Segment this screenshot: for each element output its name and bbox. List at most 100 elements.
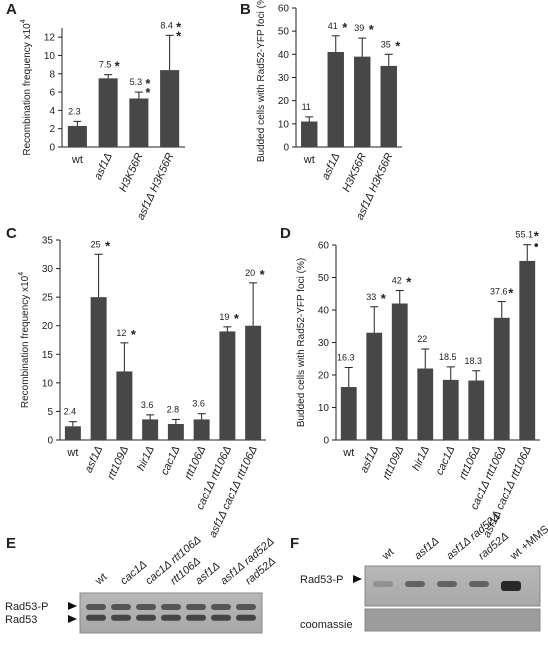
y-axis-label: Recombination frequency x104 bbox=[20, 19, 33, 155]
y-tick-label: 30 bbox=[42, 264, 54, 275]
significance-mark: * bbox=[395, 38, 401, 53]
y-axis-label-text: Budded cells with Rad52-YFP foci (%) bbox=[296, 258, 307, 427]
y-axis-label-text: Budded cells with Rad52-YFP foci (%) bbox=[256, 0, 267, 162]
panel-letter: A bbox=[6, 1, 17, 18]
y-axis-label: Budded cells with Rad52-YFP foci (%) bbox=[256, 0, 267, 162]
blot-image bbox=[364, 608, 541, 632]
significance-mark: * bbox=[260, 267, 266, 282]
bar bbox=[219, 331, 236, 440]
panel-letter: D bbox=[280, 225, 291, 242]
bar bbox=[354, 56, 371, 147]
blot-band bbox=[186, 604, 206, 610]
blot-image bbox=[79, 592, 263, 634]
x-tick-label: asf1Δ bbox=[358, 444, 381, 475]
panel-letter: E bbox=[6, 535, 16, 552]
bar bbox=[98, 78, 118, 147]
y-tick-label: 10 bbox=[278, 119, 290, 130]
lane-label: cac1Δ bbox=[118, 558, 149, 587]
significance-mark: * bbox=[115, 59, 121, 74]
y-axis-label: Budded cells with Rad52-YFP foci (%) bbox=[296, 258, 307, 427]
data-label: 41 bbox=[328, 21, 338, 31]
blot-band bbox=[236, 604, 256, 610]
x-tick-label: wt bbox=[71, 154, 83, 166]
y-tick-label: 40 bbox=[278, 50, 290, 61]
x-tick-label: cac1Δ bbox=[159, 444, 183, 477]
bar bbox=[391, 303, 408, 440]
y-tick-label: 10 bbox=[42, 378, 54, 389]
y-tick-label: 10 bbox=[318, 403, 330, 414]
x-tick-label: wt bbox=[342, 447, 354, 459]
data-label: 3.6 bbox=[192, 399, 205, 409]
bar bbox=[142, 419, 159, 440]
x-tick-label: wt bbox=[303, 154, 315, 166]
y-tick-label: 20 bbox=[318, 371, 330, 382]
x-tick-label: asf1Δ bbox=[92, 151, 115, 182]
bar bbox=[193, 419, 210, 440]
data-label: 12 bbox=[116, 328, 126, 338]
y-axis-label-exponent: 4 bbox=[18, 272, 25, 276]
y-axis-label-text: Recombination frequency x10 bbox=[22, 23, 33, 156]
blot-band bbox=[161, 614, 181, 621]
y-axis-label-text: Recombination frequency x10 bbox=[20, 275, 31, 408]
y-tick-label: 50 bbox=[318, 273, 330, 284]
data-label: 2.3 bbox=[68, 106, 81, 116]
y-tick-label: 30 bbox=[318, 338, 330, 349]
data-label: 3.6 bbox=[141, 400, 154, 410]
bar bbox=[366, 332, 383, 440]
blot-band bbox=[405, 581, 425, 587]
bar bbox=[493, 317, 510, 440]
data-label: 2.8 bbox=[167, 404, 180, 414]
blot-band bbox=[136, 614, 156, 621]
data-label: 55.1 bbox=[515, 230, 533, 240]
bar bbox=[417, 368, 434, 440]
x-tick-label: asf1Δ cac1Δ rtt106Δ bbox=[207, 444, 260, 539]
bar bbox=[301, 121, 318, 147]
bar bbox=[167, 424, 184, 440]
y-tick-label: 60 bbox=[318, 241, 330, 252]
y-tick-label: 10 bbox=[44, 51, 56, 62]
bar bbox=[67, 125, 87, 147]
data-label: 33 bbox=[366, 292, 376, 302]
y-tick-label: 30 bbox=[278, 73, 290, 84]
y-tick-label: 5 bbox=[47, 407, 53, 418]
data-label: 19 bbox=[219, 312, 229, 322]
blot-band bbox=[236, 614, 256, 621]
y-tick-label: 0 bbox=[49, 143, 55, 154]
significance-mark: * bbox=[406, 275, 412, 290]
x-tick-label: asf1Δ bbox=[320, 151, 343, 182]
y-tick-label: 50 bbox=[278, 27, 290, 38]
y-tick-label: 4 bbox=[49, 106, 55, 117]
lane-label: wt bbox=[92, 571, 109, 588]
data-label: 42 bbox=[392, 276, 402, 286]
y-tick-label: 0 bbox=[283, 143, 289, 154]
blot-band bbox=[211, 614, 231, 621]
data-label: 18.3 bbox=[464, 356, 482, 366]
data-label: 5.3 bbox=[130, 77, 143, 87]
data-label: 11 bbox=[302, 102, 311, 112]
data-label: 18.5 bbox=[439, 352, 457, 362]
data-label: 2.4 bbox=[64, 407, 77, 417]
y-tick-label: 25 bbox=[42, 293, 54, 304]
blot-band bbox=[373, 581, 393, 587]
significance-mark: * bbox=[234, 311, 240, 326]
band-label: coomassie bbox=[300, 619, 353, 631]
data-label: 16.3 bbox=[337, 353, 355, 363]
x-tick-label: hir1Δ bbox=[410, 444, 432, 472]
significance-mark: * bbox=[105, 238, 111, 253]
lane-label: asf1Δ bbox=[412, 535, 441, 562]
y-tick-label: 35 bbox=[42, 236, 54, 247]
blot-band bbox=[437, 581, 457, 587]
y-axis-label: Recombination frequency x104 bbox=[18, 272, 31, 408]
data-label: 25 bbox=[91, 239, 101, 249]
bar bbox=[129, 98, 149, 147]
x-tick-label: hir1Δ bbox=[135, 444, 157, 472]
blot-band bbox=[469, 581, 489, 587]
blot-band bbox=[501, 581, 521, 591]
significance-mark: * bbox=[131, 327, 137, 342]
y-tick-label: 60 bbox=[278, 4, 290, 15]
x-tick-label: cac1Δ bbox=[434, 444, 458, 477]
y-tick-label: 20 bbox=[278, 96, 290, 107]
panel-letter: B bbox=[240, 1, 251, 18]
x-tick-label: rtt109Δ bbox=[381, 444, 407, 481]
